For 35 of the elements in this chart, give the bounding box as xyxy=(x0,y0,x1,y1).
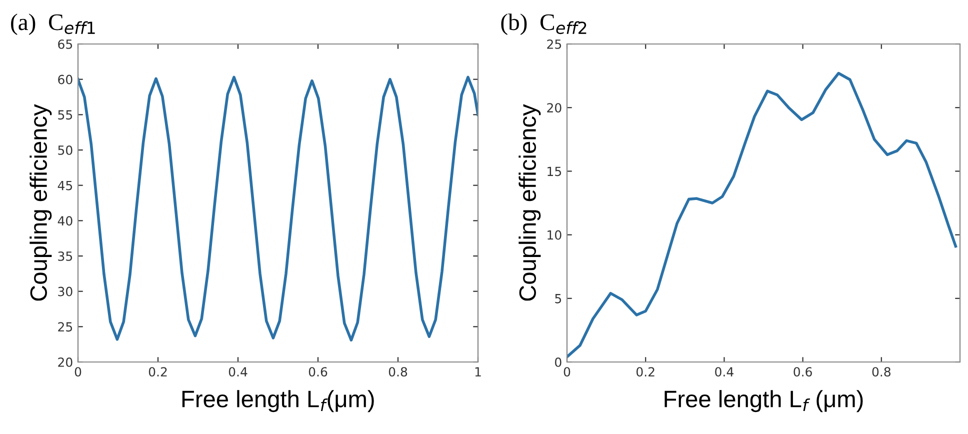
x-tick-label: 0.2 xyxy=(636,367,654,377)
y-axis-title: Coupling efficiency xyxy=(518,104,541,301)
y-tick-label: 40 xyxy=(58,216,72,226)
y-tick-label: 60 xyxy=(58,74,72,84)
x-tick-label: 0.2 xyxy=(148,367,167,377)
y-tick-label: 65 xyxy=(58,39,72,49)
x-tick-label: 0.8 xyxy=(388,367,408,377)
x-tick-label: 1 xyxy=(475,367,481,376)
x-tick-label: 0.4 xyxy=(715,367,734,377)
chart-title: (a) C$_{eff1}$ xyxy=(11,14,95,35)
chart-title: (b) C$_{eff2}$ xyxy=(501,14,586,35)
y-tick-label: 50 xyxy=(58,145,72,155)
y-tick-label: 0 xyxy=(555,357,562,367)
y-tick-label: 25 xyxy=(547,39,562,49)
x-tick-label: 0 xyxy=(564,367,570,377)
y-tick-label: 45 xyxy=(58,180,72,190)
y-tick-label: 20 xyxy=(58,357,72,367)
line-series xyxy=(567,72,958,358)
x-tick-label: 0.6 xyxy=(794,367,812,377)
x-tick-label: 0.6 xyxy=(308,367,328,377)
y-tick-label: 30 xyxy=(58,286,72,296)
y-tick-label: 55 xyxy=(58,110,72,120)
y-tick-label: 25 xyxy=(58,322,72,332)
y-tick-label: 15 xyxy=(548,166,562,176)
x-axis-title: Free length L$_{f}$(μm) xyxy=(182,390,374,412)
y-tick-label: 5 xyxy=(555,294,562,304)
line-series xyxy=(78,76,478,342)
x-tick-label: 0.8 xyxy=(872,367,890,377)
x-tick-label: 0.4 xyxy=(228,367,248,377)
x-axis-title: Free length L$_{f}$ (μm) xyxy=(664,390,863,412)
y-tick-label: 35 xyxy=(58,251,72,261)
y-tick-label: 10 xyxy=(548,230,562,240)
y-axis-title: Coupling efficiency xyxy=(30,104,52,301)
x-tick-label: 0 xyxy=(74,367,82,377)
y-tick-label: 20 xyxy=(547,103,562,113)
